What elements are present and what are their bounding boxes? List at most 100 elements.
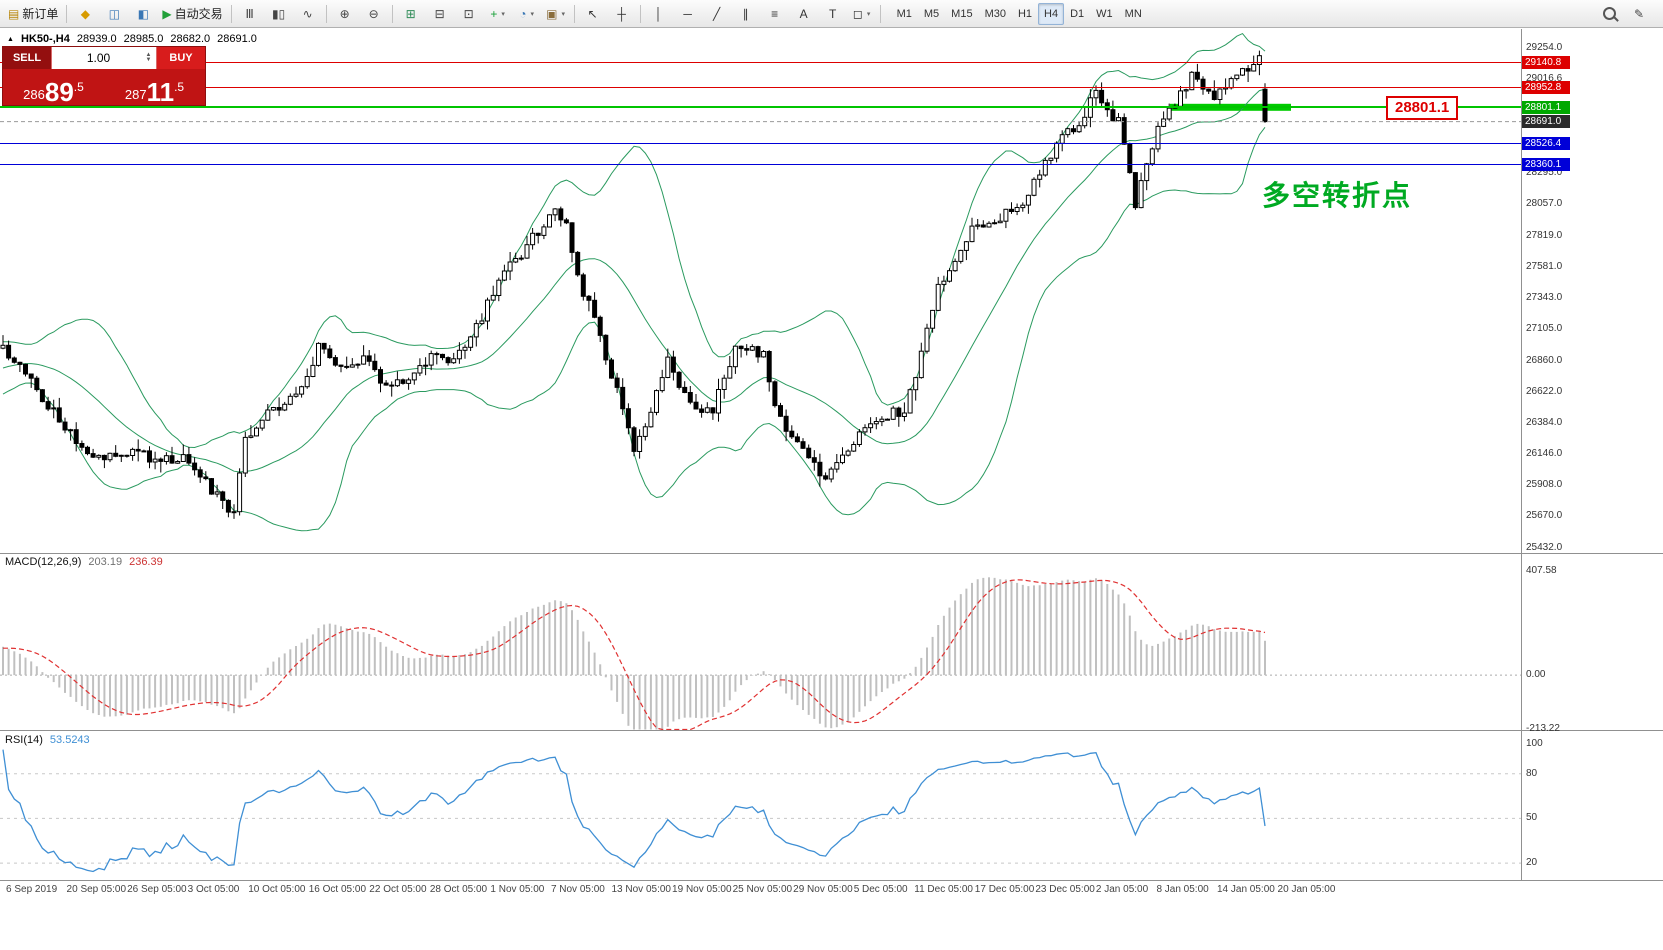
arrange-windows-button[interactable]: ⊟ [426, 2, 454, 26]
zoom-out-icon: ⊖ [368, 6, 379, 21]
price-badge: 28526.4 [1522, 136, 1570, 150]
rsi-axis-label: 80 [1526, 767, 1538, 779]
rsi-axis-label: 100 [1526, 737, 1543, 749]
sell-price-dec: .5 [73, 80, 84, 94]
equidistant-channel-button[interactable]: ∥ [732, 2, 760, 26]
crosshair-button[interactable]: ┼ [608, 2, 636, 26]
periods-icon: ◔ [519, 6, 527, 21]
new-order-button[interactable]: ▤ 新订单 [4, 2, 62, 26]
price-axis-label: 27105.0 [1526, 322, 1563, 334]
bar-chart-icon: Ⅲ [245, 6, 254, 21]
price-callout-label[interactable]: 28801.1 [1386, 96, 1459, 120]
volume-input[interactable]: 1.00 ▲ ▼ [52, 47, 156, 69]
text-icon: A [799, 6, 808, 21]
rsi-value: 53.5243 [49, 734, 90, 746]
indicators-button[interactable]: + ▾ [484, 2, 512, 26]
timeframe-m15-button[interactable]: M15 [951, 7, 973, 20]
timeframe-m1-button[interactable]: M1 [896, 7, 912, 20]
time-axis-label: 14 Jan 05:00 [1217, 884, 1275, 895]
tile-windows-button[interactable]: ⊞ [397, 2, 425, 26]
support-zone-highlight[interactable] [1170, 103, 1291, 111]
time-axis-label: 5 Dec 05:00 [853, 884, 908, 895]
spinner-down-icon[interactable]: ▼ [145, 57, 152, 63]
trendline-button[interactable]: ╱ [703, 2, 731, 26]
bollinger-middle-band [2, 88, 1266, 473]
price-axis-label: 26384.0 [1526, 417, 1563, 429]
line-chart-button[interactable]: ∿ [294, 2, 322, 26]
timeframe-mn-button[interactable]: MN [1124, 7, 1142, 20]
autotrade-button[interactable]: ▶ 自动交易 [158, 2, 226, 26]
new-order-button-label: 新订单 [22, 7, 59, 21]
timeframe-group: M1 M5 M15 M30 H1 H4 D1 W1 MN [891, 2, 1148, 25]
timeframe-d1-button[interactable]: D1 [1070, 7, 1085, 20]
timeframe-w1-button[interactable]: W1 [1096, 7, 1113, 20]
price-axis-label: 28295.0 [1526, 167, 1563, 179]
price-badge: 28801.1 [1522, 100, 1570, 114]
cursor-button[interactable]: ↖ [579, 2, 607, 26]
time-axis-label: 8 Jan 05:00 [1156, 884, 1209, 895]
time-axis-label: 2 Jan 05:00 [1095, 884, 1149, 895]
text-label-icon: T [828, 6, 837, 21]
tile-windows-icon: ⊞ [405, 6, 416, 21]
sell-button[interactable]: SELL [3, 47, 52, 69]
vertical-line-icon: │ [654, 6, 663, 21]
price-axis-label: 27819.0 [1526, 229, 1563, 241]
market-watch-button[interactable]: ◫ [100, 2, 128, 26]
sell-price-big: 89 [44, 77, 74, 108]
text-label-button[interactable]: T [819, 2, 847, 26]
time-axis-label: 28 Oct 05:00 [429, 884, 488, 895]
cursor-icon: ↖ [587, 6, 598, 21]
navigator-button[interactable]: ◧ [129, 2, 157, 26]
timeframe-h1-button[interactable]: H1 [1017, 7, 1033, 20]
candlestick-chart-button[interactable]: ▮▯ [265, 2, 293, 26]
panel-separator[interactable] [0, 730, 1663, 731]
price-axis-label: 29254.0 [1526, 42, 1563, 54]
cascade-windows-icon: ⊡ [463, 6, 474, 21]
shapes-icon: ◻ [852, 6, 863, 21]
shapes-button[interactable]: ◻ ▾ [848, 2, 876, 26]
volume-spinner[interactable]: ▲ ▼ [143, 52, 154, 63]
timeframe-m5-button[interactable]: M5 [923, 7, 940, 20]
vertical-line-button[interactable]: │ [645, 2, 673, 26]
cascade-windows-button[interactable]: ⊡ [455, 2, 483, 26]
bar-chart-button[interactable]: Ⅲ [236, 2, 264, 26]
text-button[interactable]: A [790, 2, 818, 26]
macd-histogram [2, 577, 1266, 730]
price-axis-label: 27581.0 [1526, 260, 1563, 272]
chart-window: 29254.0 29016.6 28295.0 28057.0 27819.0 27581… [0, 29, 1663, 950]
price-badge: 28360.1 [1522, 158, 1570, 172]
horizontal-line-button[interactable]: ─ [674, 2, 702, 26]
buy-button[interactable]: BUY [156, 47, 205, 69]
time-axis-label: 1 Nov 05:00 [490, 884, 545, 895]
time-axis-label: 25 Nov 05:00 [732, 884, 793, 895]
templates-button[interactable]: ▣ ▾ [542, 2, 570, 26]
collapse-icon[interactable]: ▲ [7, 35, 14, 43]
sell-price-pre: 286 [23, 87, 45, 102]
rsi-indicator-panel [0, 749, 1521, 873]
low-value: 28682.0 [170, 33, 211, 45]
candlestick-chart-icon: ▮▯ [272, 6, 286, 21]
periods-button[interactable]: ◔ ▾ [513, 2, 541, 26]
trendline-icon: ╱ [712, 6, 721, 21]
macd-indicator-panel [0, 577, 1521, 731]
one-click-trading-panel: SELL 1.00 ▲ ▼ BUY 286 89.5 287 11.5 [2, 46, 206, 106]
zoom-out-button[interactable]: ⊖ [360, 2, 388, 26]
toolbar-separator [573, 4, 575, 23]
close-value: 28691.0 [217, 33, 257, 45]
panel-separator[interactable] [0, 553, 1663, 554]
timeframe-m30-button[interactable]: M30 [984, 7, 1006, 20]
symbol-search-button[interactable] [1595, 2, 1623, 26]
price-badge: 29140.8 [1522, 56, 1570, 70]
time-axis-label: 19 Nov 05:00 [672, 884, 732, 895]
timeframe-h4-button[interactable]: H4 [1038, 2, 1065, 25]
time-axis-label: 13 Nov 05:00 [611, 884, 672, 895]
fibonacci-button[interactable]: ≡ [761, 2, 789, 26]
volume-value: 1.00 [86, 51, 111, 65]
spinner-up-icon[interactable]: ▲ [145, 52, 152, 58]
quick-edit-button[interactable]: ✎ [1625, 2, 1653, 26]
zoom-in-button[interactable]: ⊕ [331, 2, 359, 26]
charts-grid-button[interactable]: ◆ [71, 2, 99, 26]
dropdown-caret-icon: ▾ [501, 10, 505, 18]
macd-title: MACD(12,26,9) [5, 556, 82, 568]
time-axis-label: 22 Oct 05:00 [369, 884, 427, 895]
